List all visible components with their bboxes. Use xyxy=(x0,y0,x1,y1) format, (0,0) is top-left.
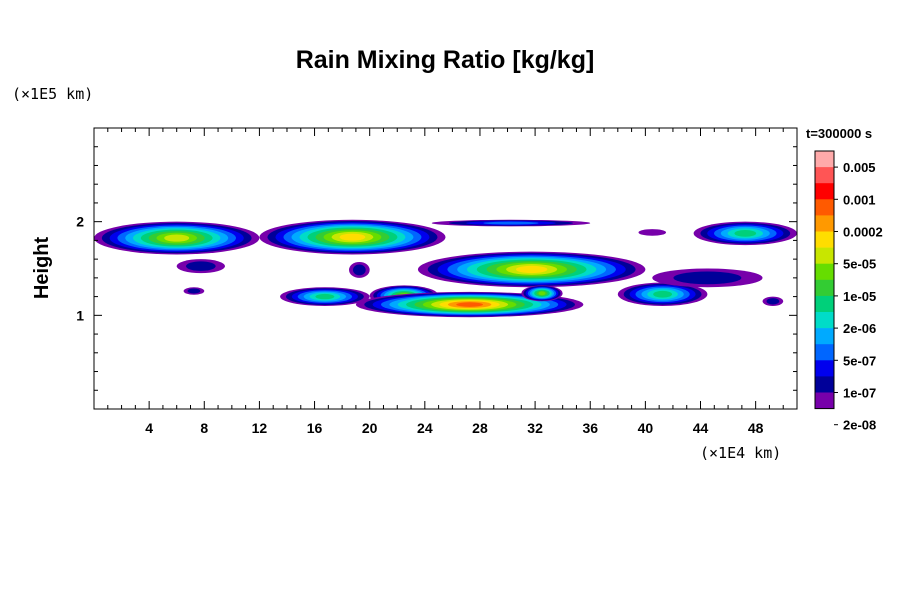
colorbar: 0.005 0.001 0.0002 5e-05 1e-05 2e-06 5e-07 1e-0… xyxy=(814,150,883,433)
x-tick-label: 24 xyxy=(417,420,433,436)
rain-region xyxy=(280,287,370,306)
colorbar-swatch xyxy=(815,360,834,377)
rain-region xyxy=(638,229,667,236)
x-axis-unit: (×1E4 km) xyxy=(700,444,782,462)
contour-band xyxy=(673,271,742,285)
x-tick-label: 40 xyxy=(638,420,654,436)
rain-region xyxy=(617,282,708,306)
colorbar-label: 5e-05 xyxy=(843,257,876,272)
x-tick-label: 4 xyxy=(145,420,153,436)
colorbar-label: 5e-07 xyxy=(843,353,876,368)
contour-band xyxy=(766,298,780,305)
rain-region xyxy=(762,296,784,306)
colorbar-frame xyxy=(814,150,835,410)
rain-region xyxy=(417,251,646,288)
colorbar-swatch xyxy=(815,247,834,264)
x-tick-label: 32 xyxy=(527,420,543,436)
rain-region xyxy=(183,287,205,295)
contour-band xyxy=(187,288,201,294)
x-tick-label: 20 xyxy=(362,420,378,436)
rain-region xyxy=(176,259,225,274)
colorbar-label: 0.005 xyxy=(843,160,876,175)
x-tick-label: 16 xyxy=(307,420,323,436)
contour-band xyxy=(515,265,548,274)
colorbar-label: 0.001 xyxy=(843,192,876,207)
colorbar-swatch xyxy=(815,183,834,200)
colorbar-swatch xyxy=(815,167,834,184)
colorbar-label: 2e-08 xyxy=(843,418,876,433)
colorbar-swatch xyxy=(815,151,834,168)
y-tick-label: 1 xyxy=(76,307,84,323)
colorbar-swatch xyxy=(815,231,834,248)
colorbar-swatch xyxy=(815,279,834,297)
contour-field xyxy=(94,219,797,318)
plot-frame xyxy=(93,127,798,410)
contour-band xyxy=(352,264,366,276)
contour-band xyxy=(315,293,335,300)
x-tick-label: 36 xyxy=(582,420,598,436)
x-tick-label: 12 xyxy=(252,420,268,436)
contour-band xyxy=(638,229,667,236)
contour-band xyxy=(734,230,757,237)
y-axis-unit: (×1E5 km) xyxy=(12,85,94,103)
y-tick-label: 2 xyxy=(76,214,84,230)
colorbar-swatch xyxy=(815,312,834,329)
rain-region xyxy=(521,285,563,302)
contour-band xyxy=(538,291,546,296)
rain-region xyxy=(259,219,446,255)
colorbar-label: 1e-07 xyxy=(843,386,876,401)
y-axis-label: Height xyxy=(31,237,53,300)
x-tick-label: 28 xyxy=(472,420,488,436)
colorbar-swatch xyxy=(815,295,834,313)
colorbar-swatch xyxy=(815,328,834,345)
x-tick-label: 48 xyxy=(748,420,764,436)
x-tick-label: 44 xyxy=(693,420,709,436)
rain-region xyxy=(349,261,370,278)
contour-band xyxy=(456,302,484,307)
contour-band xyxy=(653,290,673,298)
colorbar-swatch xyxy=(815,376,834,393)
colorbar-label: 2e-06 xyxy=(843,321,876,336)
time-label: t=300000 s xyxy=(806,126,873,141)
colorbar-swatch xyxy=(815,392,834,409)
colorbar-label: 1e-05 xyxy=(843,289,876,304)
colorbar-label: 0.0002 xyxy=(843,225,883,240)
contour-band xyxy=(483,221,539,225)
rain-region xyxy=(355,291,584,318)
colorbar-swatch xyxy=(815,199,834,216)
x-tick-label: 8 xyxy=(200,420,208,436)
contour-band xyxy=(339,233,366,241)
rain-region xyxy=(94,221,260,255)
rain-region xyxy=(431,219,591,227)
chart-title: Rain Mixing Ratio [kg/kg] xyxy=(295,46,595,74)
rain-region xyxy=(652,268,763,288)
colorbar-swatch xyxy=(815,344,834,361)
contour-band xyxy=(185,261,216,271)
rain-region xyxy=(693,221,797,246)
contour-band xyxy=(164,234,190,242)
colorbar-swatch xyxy=(815,215,834,232)
colorbar-swatch xyxy=(815,263,834,281)
